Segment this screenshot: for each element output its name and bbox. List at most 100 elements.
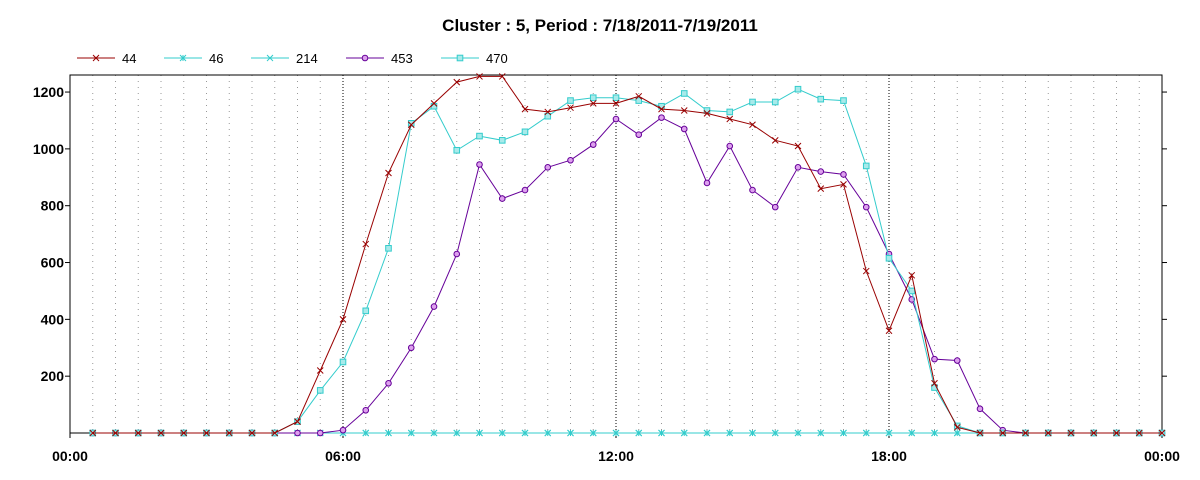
point-44 (908, 271, 916, 279)
axes: 200 400 600 800 1000 1200 00:00 06:00 12:00 18:00… (33, 84, 1180, 464)
point-453 (362, 406, 370, 414)
point-46 (635, 429, 643, 437)
point-470 (498, 137, 506, 144)
point-453 (726, 142, 734, 150)
point-453 (771, 203, 779, 211)
point-46 (453, 429, 461, 437)
point-44 (316, 367, 324, 374)
chart-title: Cluster : 5, Period : 7/18/2011-7/19/201… (442, 16, 758, 35)
point-44 (430, 100, 438, 107)
point-44 (248, 429, 256, 437)
point-44 (612, 100, 620, 107)
point-453 (817, 168, 825, 175)
point-44 (1135, 429, 1143, 437)
legend: 44 46 214 453 470 (77, 51, 508, 66)
point-453 (498, 195, 506, 202)
point-453 (794, 164, 802, 171)
legend-item-46: 46 (164, 51, 223, 66)
series-line-470 (92, 88, 1162, 434)
point-453 (931, 355, 938, 363)
point-46 (544, 429, 552, 437)
point-46 (953, 429, 961, 437)
point-46 (589, 429, 597, 437)
point-470 (953, 422, 961, 430)
point-44 (885, 327, 893, 335)
point-470 (521, 128, 529, 136)
y-tick-label: 200 (41, 368, 65, 384)
y-tick-label: 1200 (33, 84, 64, 100)
point-44 (362, 240, 370, 248)
point-46 (703, 429, 711, 437)
series-44 (89, 73, 1166, 437)
point-44 (999, 429, 1007, 437)
point-470 (385, 245, 392, 252)
legend-item-453: 453 (346, 51, 413, 66)
legend-marker (456, 54, 464, 62)
x-tick-label: 06:00 (325, 448, 361, 464)
point-470 (635, 97, 643, 104)
point-470 (316, 387, 324, 394)
point-470 (703, 107, 711, 114)
point-453 (567, 156, 574, 164)
point-470 (862, 162, 870, 170)
point-470 (931, 384, 938, 391)
point-470 (362, 307, 370, 315)
point-46 (749, 429, 756, 437)
point-453 (294, 429, 301, 437)
legend-marker (179, 54, 187, 62)
point-470 (817, 95, 825, 103)
point-46 (885, 429, 893, 437)
plot-area-frame (69, 74, 1163, 434)
y-tick-label: 600 (41, 255, 65, 271)
point-46 (362, 429, 370, 437)
point-470 (726, 108, 734, 116)
point-44 (749, 121, 756, 129)
point-453 (476, 161, 483, 168)
legend-marker (266, 54, 274, 62)
x-tick-label: 00:00 (52, 448, 88, 464)
point-44 (680, 107, 688, 114)
point-46 (794, 429, 802, 437)
legend-label: 470 (486, 51, 508, 66)
point-44 (567, 104, 574, 112)
series-layer (89, 73, 1166, 437)
point-46 (680, 429, 688, 437)
point-46 (658, 429, 665, 437)
point-44 (771, 136, 779, 144)
point-44 (180, 429, 188, 437)
point-44 (203, 429, 210, 437)
point-46 (840, 429, 847, 437)
point-46 (908, 429, 916, 437)
y-tick-label: 1000 (33, 141, 64, 157)
point-453 (840, 171, 847, 178)
point-44 (89, 429, 97, 437)
point-44 (1090, 429, 1098, 437)
point-46 (430, 429, 438, 437)
legend-marker (361, 54, 369, 62)
point-453 (430, 303, 438, 310)
point-46 (612, 429, 620, 437)
point-453 (544, 164, 552, 171)
point-44 (726, 115, 734, 123)
point-44 (817, 185, 825, 193)
point-44 (703, 110, 711, 117)
point-44 (521, 105, 529, 113)
point-44 (1022, 429, 1029, 437)
legend-item-44: 44 (77, 51, 136, 66)
point-453 (385, 379, 392, 387)
point-44 (453, 78, 461, 86)
point-453 (635, 131, 643, 138)
grid (92, 75, 1140, 433)
series-line-453 (92, 117, 1162, 434)
point-453 (316, 429, 324, 437)
point-44 (589, 100, 597, 107)
point-470 (840, 97, 847, 104)
point-46 (817, 429, 825, 437)
point-46 (385, 429, 392, 437)
point-470 (407, 120, 415, 127)
point-453 (703, 179, 711, 187)
point-44 (1044, 429, 1052, 437)
point-44 (157, 429, 165, 437)
point-44 (407, 121, 415, 129)
point-46 (931, 429, 938, 437)
